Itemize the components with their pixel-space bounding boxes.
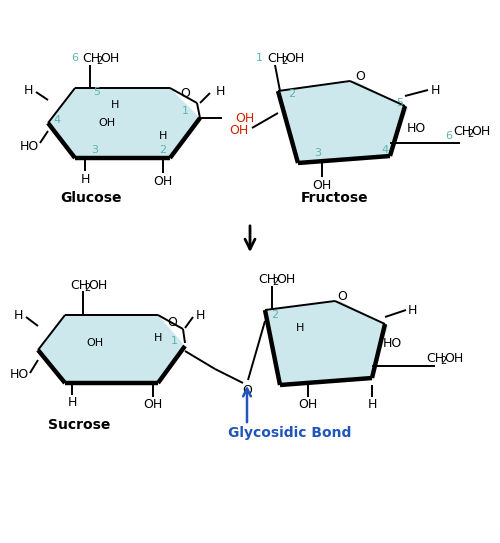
- Text: HO: HO: [20, 140, 40, 153]
- Text: H: H: [430, 84, 440, 97]
- Text: OH: OH: [229, 123, 248, 136]
- Text: H: H: [196, 308, 204, 321]
- Text: O: O: [337, 289, 347, 302]
- Text: OH: OH: [98, 118, 116, 128]
- Text: 5: 5: [94, 87, 100, 97]
- Polygon shape: [278, 81, 408, 163]
- Text: 6: 6: [446, 131, 452, 141]
- Text: H: H: [368, 399, 376, 412]
- Polygon shape: [48, 88, 200, 158]
- Text: H: H: [80, 173, 90, 186]
- Text: CH: CH: [82, 52, 100, 65]
- Text: 2: 2: [160, 145, 166, 155]
- Text: 3: 3: [92, 145, 98, 155]
- Text: 2: 2: [281, 56, 287, 66]
- Text: OH: OH: [312, 179, 332, 192]
- Text: 3: 3: [314, 148, 322, 158]
- Text: 5: 5: [396, 98, 404, 108]
- Text: OH: OH: [88, 279, 108, 292]
- Text: H: H: [159, 131, 167, 141]
- Text: 2: 2: [467, 129, 473, 139]
- Text: HO: HO: [10, 369, 29, 382]
- Text: O: O: [242, 383, 252, 396]
- Text: OH: OH: [276, 273, 295, 286]
- Text: CH: CH: [258, 273, 276, 286]
- Text: Fructose: Fructose: [301, 191, 369, 205]
- Text: OH: OH: [235, 111, 255, 124]
- Text: CH: CH: [70, 279, 88, 292]
- Text: OH: OH: [144, 399, 163, 412]
- Text: H: H: [68, 396, 76, 409]
- Text: CH: CH: [426, 351, 444, 364]
- Text: OH: OH: [154, 174, 172, 187]
- Text: 1: 1: [170, 336, 177, 346]
- Text: 2: 2: [84, 283, 90, 293]
- Text: 6: 6: [71, 53, 78, 63]
- Text: OH: OH: [444, 351, 463, 364]
- Text: 2: 2: [272, 277, 278, 287]
- Polygon shape: [38, 315, 185, 383]
- Text: CH: CH: [267, 52, 285, 65]
- Text: OH: OH: [100, 52, 119, 65]
- Text: H: H: [154, 333, 162, 343]
- Text: 2: 2: [272, 310, 278, 320]
- Text: 2: 2: [96, 56, 102, 66]
- Text: 2: 2: [288, 89, 296, 99]
- Text: O: O: [180, 86, 190, 99]
- Text: 2: 2: [440, 356, 446, 366]
- Text: H: H: [14, 308, 22, 321]
- Polygon shape: [265, 301, 388, 385]
- Text: 4: 4: [382, 145, 388, 155]
- Text: CH: CH: [453, 124, 471, 137]
- Text: H: H: [408, 304, 416, 317]
- Text: H: H: [296, 323, 304, 333]
- Text: OH: OH: [298, 399, 318, 412]
- Text: Sucrose: Sucrose: [48, 418, 110, 432]
- Text: 4: 4: [54, 115, 60, 125]
- Text: 1: 1: [256, 53, 263, 63]
- Text: H: H: [111, 100, 119, 110]
- Text: 1: 1: [182, 106, 188, 116]
- Text: HO: HO: [383, 337, 402, 350]
- Text: Glycosidic Bond: Glycosidic Bond: [228, 426, 352, 440]
- Text: Glucose: Glucose: [60, 191, 122, 205]
- Text: HO: HO: [407, 122, 426, 135]
- Text: H: H: [216, 85, 224, 98]
- Text: O: O: [167, 315, 177, 329]
- Text: OH: OH: [285, 52, 304, 65]
- Text: OH: OH: [471, 124, 490, 137]
- Text: OH: OH: [86, 338, 104, 348]
- Text: H: H: [24, 84, 32, 97]
- Text: O: O: [355, 70, 365, 83]
